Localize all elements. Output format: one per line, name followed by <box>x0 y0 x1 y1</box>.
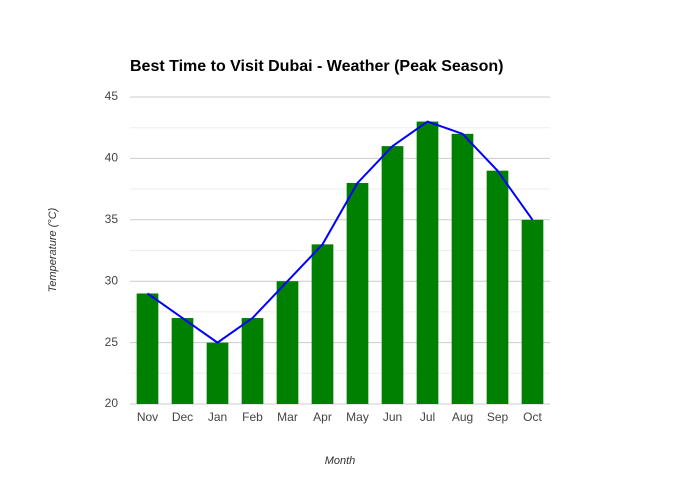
bar <box>416 121 439 404</box>
x-tick-label: Jun <box>383 410 402 424</box>
y-tick-label: 45 <box>105 89 119 103</box>
bar <box>241 318 264 404</box>
bar <box>451 133 474 404</box>
x-tick-label: May <box>346 410 369 424</box>
bar <box>381 146 404 404</box>
bar <box>171 318 194 404</box>
bar <box>346 182 369 404</box>
y-tick-label: 20 <box>105 396 119 410</box>
bar <box>521 219 544 404</box>
x-tick-label: Mar <box>277 410 298 424</box>
x-tick-label: Sep <box>487 410 509 424</box>
bar <box>136 293 159 404</box>
bar <box>311 244 334 404</box>
y-tick-label: 35 <box>105 212 119 226</box>
bar <box>486 170 509 404</box>
y-tick-label: 40 <box>105 151 119 165</box>
chart-title: Best Time to Visit Dubai - Weather (Peak… <box>130 58 503 75</box>
x-tick-label: Aug <box>452 410 473 424</box>
bar <box>206 342 229 404</box>
x-tick-label: Jul <box>420 410 435 424</box>
x-tick-label: Apr <box>313 410 332 424</box>
x-axis-title: Month <box>325 455 356 467</box>
line <box>146 120 534 344</box>
x-tick-label: Feb <box>242 410 263 424</box>
x-tick-label: Oct <box>523 410 542 424</box>
x-tick-label: Dec <box>172 410 193 424</box>
bar <box>276 281 299 404</box>
y-tick-label: 25 <box>105 335 119 349</box>
y-tick-label: 30 <box>105 273 119 287</box>
x-tick-label: Nov <box>137 410 158 424</box>
x-tick-label: Jan <box>208 410 227 424</box>
y-axis-title: Temperature (°C) <box>47 207 59 292</box>
